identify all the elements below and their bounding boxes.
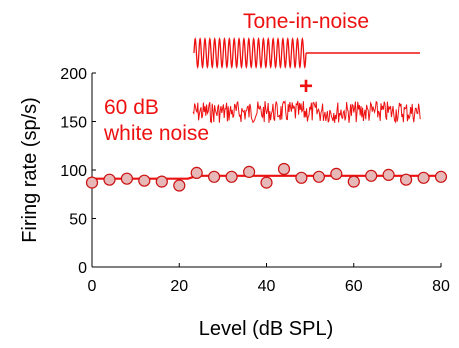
data-point-19 <box>417 171 430 184</box>
x-tick-label-80: 80 <box>432 278 450 295</box>
data-point-0 <box>85 176 99 189</box>
plus-sign: + <box>299 73 313 100</box>
x-tick-label-20: 20 <box>170 278 188 295</box>
x-tick-label-40: 40 <box>258 278 276 295</box>
x-tick-label-0: 0 <box>88 278 97 295</box>
data-point-18 <box>400 173 413 186</box>
data-point-14 <box>330 167 343 180</box>
y-tick-label-50: 50 <box>69 212 87 229</box>
data-point-4 <box>155 175 168 188</box>
data-point-5 <box>173 179 186 192</box>
x-tick-label-60: 60 <box>345 278 363 295</box>
y-axis-title: Firing rate (sp/s) <box>19 97 41 243</box>
data-point-17 <box>382 168 395 181</box>
tick-marks <box>91 72 442 268</box>
data-point-15 <box>347 175 360 188</box>
data-point-6 <box>190 166 203 179</box>
data-point-9 <box>243 165 256 178</box>
data-point-16 <box>365 169 378 182</box>
tone-in-noise-label: Tone-in-noise <box>243 10 369 33</box>
data-point-12 <box>295 171 308 184</box>
data-point-7 <box>208 170 221 183</box>
data-point-10 <box>260 176 273 189</box>
data-point-1 <box>103 173 116 186</box>
data-points <box>85 162 448 192</box>
data-point-20 <box>434 170 448 183</box>
data-point-13 <box>312 170 325 183</box>
y-tick-label-150: 150 <box>60 115 87 132</box>
data-point-3 <box>138 174 151 187</box>
data-point-11 <box>277 162 291 176</box>
noise-waveform <box>192 99 421 124</box>
noise-label-line2: white noise <box>103 122 209 145</box>
x-axis-title: Level (dB SPL) <box>199 318 334 340</box>
tone-waveform <box>193 37 307 69</box>
y-tick-label-0: 0 <box>78 260 87 277</box>
y-tick-label-100: 100 <box>60 163 87 180</box>
noise-label-line1: 60 dB <box>104 96 159 119</box>
y-tick-label-200: 200 <box>60 66 87 83</box>
tick-labels: 0 20 40 60 80 0 50 100 150 200 <box>60 66 450 295</box>
data-point-2 <box>120 172 134 185</box>
data-point-8 <box>225 170 238 183</box>
